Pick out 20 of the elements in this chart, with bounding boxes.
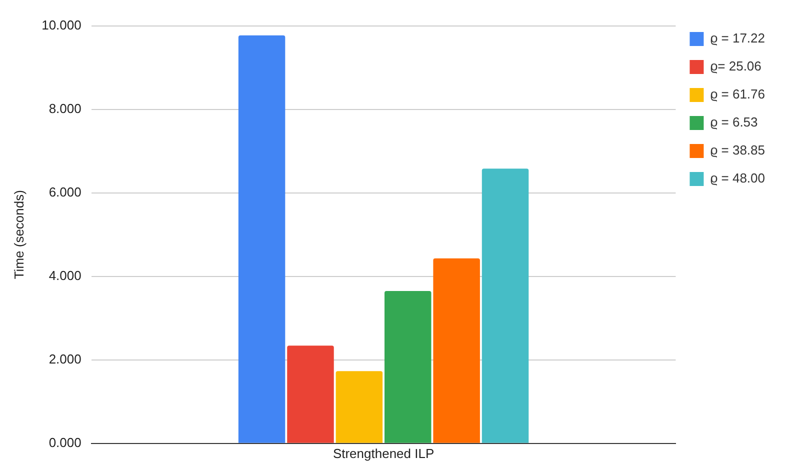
bar [433, 258, 480, 443]
y-axis-title: Time (seconds) [11, 190, 26, 280]
bar [287, 346, 334, 443]
legend-label: ϱ= 25.06 [710, 58, 762, 74]
legend-label: ϱ = 6.53 [710, 114, 758, 130]
y-tick-label: 6.000 [48, 184, 82, 200]
legend-label: ϱ = 61.76 [710, 86, 766, 102]
x-tick-label: Strengthened ILP [332, 446, 434, 461]
bar [384, 290, 432, 443]
y-tick-label: 4.000 [48, 268, 82, 283]
bar [482, 168, 529, 443]
y-tick-label: 10.000 [42, 17, 82, 32]
legend-label: ϱ = 17.22 [710, 30, 766, 46]
y-tick-label: 0.000 [48, 434, 82, 450]
y-tick-label: 8.000 [48, 100, 82, 116]
bar [336, 371, 383, 443]
legend-label: ϱ = 48.00 [710, 170, 766, 186]
bar [238, 35, 286, 443]
y-tick-label: 2.000 [48, 351, 82, 366]
legend-label: ϱ = 38.85 [710, 142, 766, 158]
